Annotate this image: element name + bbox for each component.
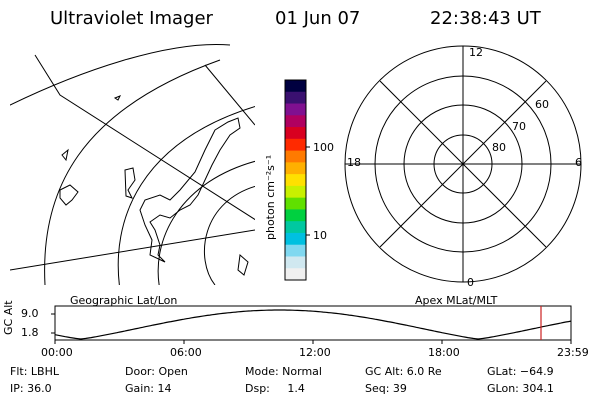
coastline-island-3 <box>61 148 69 162</box>
colorbar-label-100: 100 <box>313 141 334 154</box>
colorbar-segment <box>285 127 306 140</box>
lat-arc-3 <box>117 106 255 285</box>
altitude-ytick-low: 1.8 <box>21 326 39 339</box>
colorbar-segment <box>285 232 306 246</box>
mlt-label-0: 0 <box>467 276 474 289</box>
lat-arc-2 <box>44 59 221 285</box>
xtick-0000: 00:00 <box>41 346 73 359</box>
xtick-1800: 18:00 <box>428 346 460 359</box>
lat-arc-1 <box>10 43 231 106</box>
info-glat: GLat: −64.9 <box>487 365 554 378</box>
xtick-2359: 23:59 <box>557 346 589 359</box>
coastline-island-2 <box>59 184 79 206</box>
meridian-1 <box>34 54 255 221</box>
info-gain: Gain: 14 <box>125 382 172 395</box>
colorbar-segment <box>285 256 306 269</box>
info-door: Door: Open <box>125 365 188 378</box>
altitude-ytick-high: 9.0 <box>21 307 39 320</box>
colorbar-segment <box>285 185 306 199</box>
coastline-fragment <box>237 254 249 276</box>
app-title: Ultraviolet Imager <box>50 8 213 29</box>
xtick-1200: 12:00 <box>299 346 331 359</box>
info-ip: IP: 36.0 <box>10 382 52 395</box>
time-label: 22:38:43 UT <box>430 8 541 29</box>
lat-label-60: 60 <box>535 98 549 111</box>
colorbar-label-10: 10 <box>313 229 327 242</box>
colorbar-segment <box>285 91 306 105</box>
info-gcalt: GC Alt: 6.0 Re <box>365 365 442 378</box>
info-seq: Seq: 39 <box>365 382 407 395</box>
info-mode: Mode: Normal <box>245 365 322 378</box>
coastline-island-1 <box>124 167 136 199</box>
altitude-curve <box>54 309 572 340</box>
meridian-2 <box>10 229 255 271</box>
lat-arc-4 <box>157 160 255 285</box>
apex-label: Apex MLat/MLT <box>415 294 498 307</box>
mlt-label-6: 6 <box>575 156 582 169</box>
lat-arc-5 <box>204 186 255 285</box>
meridian-3 <box>204 64 255 126</box>
altitude-ylabel: GC Alt <box>2 300 15 335</box>
colorbar-segment <box>285 115 306 128</box>
info-dsp: Dsp: 1.4 <box>245 382 305 395</box>
geographic-label: Geographic Lat/Lon <box>70 294 178 307</box>
coastline-peninsula <box>139 117 241 263</box>
colorbar-segment <box>285 197 306 211</box>
colorbar-segment <box>285 209 306 222</box>
lat-label-70: 70 <box>512 120 526 133</box>
mlt-label-18: 18 <box>347 156 361 169</box>
colorbar-segment <box>285 103 306 116</box>
colorbar-segment <box>285 221 306 234</box>
colorbar-segment <box>285 80 306 93</box>
colorbar-segment <box>285 244 306 258</box>
xtick-0600: 06:00 <box>170 346 202 359</box>
coastline-island-4 <box>113 95 122 101</box>
date-label: 01 Jun 07 <box>275 8 361 29</box>
info-flt: Flt: LBHL <box>10 365 59 378</box>
info-glon: GLon: 304.1 <box>487 382 554 395</box>
colorbar-segment <box>285 268 306 281</box>
colorbar-segment <box>285 150 306 163</box>
colorbar-segment <box>285 138 306 152</box>
colorbar-segment <box>285 174 306 187</box>
lat-label-80: 80 <box>492 141 506 154</box>
mlt-label-12: 12 <box>469 46 483 59</box>
colorbar-segment <box>285 162 306 175</box>
polar-diagonal-2 <box>379 80 547 248</box>
